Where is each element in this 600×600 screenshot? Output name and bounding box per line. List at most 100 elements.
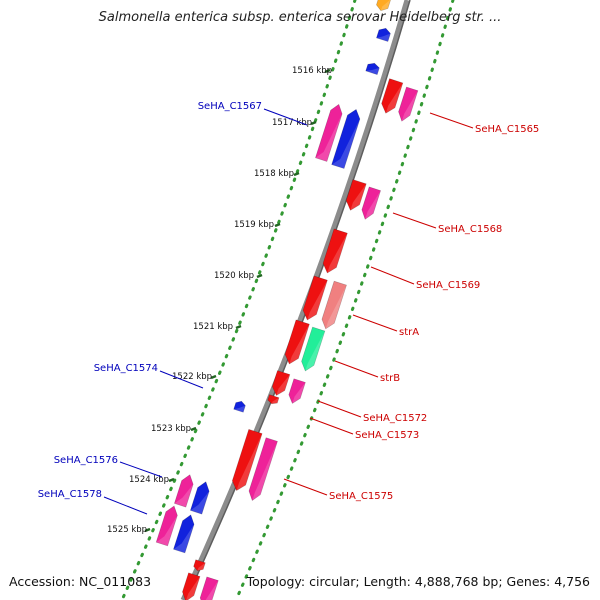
gene-body — [361, 186, 381, 220]
gene-body — [267, 394, 280, 405]
gene-label: SeHA_C1574 — [94, 363, 158, 374]
gene-highlight — [327, 233, 348, 273]
gene-partial-red — [182, 572, 201, 600]
label-leader — [429, 112, 474, 129]
gene-label: SeHA_C1567 — [198, 101, 262, 112]
tick-label: 1525 kbp — [107, 525, 147, 535]
tick-mark — [190, 426, 197, 432]
gene-body — [272, 370, 291, 396]
tick-mark — [168, 477, 175, 483]
gene-highlight — [305, 331, 325, 371]
gene-highlight — [197, 562, 206, 571]
gene-label: SeHA_C1575 — [329, 491, 393, 502]
gene-body — [284, 319, 310, 365]
gene-highlight — [385, 82, 403, 114]
gene-body — [288, 378, 306, 404]
label-leader — [103, 496, 148, 515]
gene-highlight — [174, 484, 194, 508]
tick-label: 1520 kbp — [214, 271, 254, 281]
gene-body — [232, 428, 263, 491]
tick-label: 1517 kbp — [272, 118, 312, 128]
gene-SeHA_C1565 — [398, 86, 419, 122]
gene-label: SeHA_C1569 — [416, 280, 480, 291]
gene-strA — [321, 280, 347, 330]
tick-mark — [210, 374, 217, 380]
tick-label: 1522 kbp — [172, 372, 212, 382]
gene-SeHA_C1572 — [272, 370, 291, 396]
gene-highlight — [186, 576, 200, 600]
gene-SeHA_C1574 — [233, 400, 246, 413]
gene-highlight — [252, 441, 278, 501]
gene-body — [155, 505, 178, 547]
gene-SeHA_C1568-a — [345, 179, 367, 211]
gene-SeHA_C1575-a — [232, 428, 263, 491]
gene-label: SeHA_C1568 — [438, 224, 502, 235]
gene-SeHA_C1576 — [174, 474, 194, 508]
gene-highlight — [233, 405, 246, 413]
gene-body — [322, 228, 348, 274]
gene-1570 — [302, 275, 328, 321]
gene-partial-pink — [199, 576, 219, 600]
gene-SeHA_C1573 — [288, 378, 306, 404]
gene-highlight — [292, 382, 306, 404]
gene-body — [190, 481, 210, 515]
gene-small-red — [267, 394, 280, 405]
gene-labels: SeHA_C1565 SeHA_C1568 SeHA_C1569 strA strB Se… — [38, 101, 540, 502]
tick-label: 1523 kbp — [151, 424, 191, 434]
tick-mark — [310, 120, 317, 126]
gene-strB — [301, 326, 326, 372]
gene-label: strA — [399, 327, 419, 338]
gene-highlight — [315, 113, 343, 162]
gene-label: SeHA_C1572 — [363, 413, 427, 424]
gene-body — [301, 326, 326, 372]
gene-body — [398, 86, 419, 122]
gene-highlight — [271, 397, 279, 404]
gene-1571 — [284, 319, 310, 365]
topology-text: Topology: circular; Length: 4,888,768 bp… — [246, 574, 590, 589]
gene-body — [321, 280, 347, 330]
backbone-line — [180, 0, 410, 600]
gene-1577 — [190, 481, 210, 515]
backbone-shadow — [185, 0, 411, 600]
label-leader — [370, 266, 415, 285]
label-leader — [352, 314, 398, 332]
gene-highlight — [325, 285, 347, 329]
gene-highlight — [365, 190, 381, 220]
gene-SeHA_C1575 — [248, 437, 278, 501]
gene-SeHA_C1567 — [315, 103, 343, 162]
gene-small-red-bottom — [193, 559, 206, 572]
gene-highlight — [331, 119, 360, 169]
label-leader — [283, 478, 328, 496]
gene-highlight — [376, 33, 391, 42]
gene-highlight — [401, 90, 418, 122]
gene-body — [376, 0, 391, 12]
gene-highlight — [350, 183, 367, 211]
label-leader-lines — [103, 108, 474, 515]
tick-mark — [293, 171, 300, 177]
gene-partial-orange — [376, 0, 391, 12]
gene-partial-blue — [376, 27, 391, 42]
gene-highlight — [276, 374, 290, 396]
gene-body — [365, 62, 380, 75]
tick-label: 1518 kbp — [254, 169, 294, 179]
label-leader — [119, 461, 163, 478]
accession-text: Accession: NC_011083 — [9, 574, 151, 589]
gene-body — [331, 108, 361, 169]
gene-label: SeHA_C1576 — [54, 455, 118, 466]
tick-mark — [324, 68, 331, 74]
gene-label: strB — [380, 373, 400, 384]
gene-body — [174, 474, 194, 508]
gene-highlight — [236, 433, 263, 491]
gene-body — [345, 179, 367, 211]
gene-1579 — [173, 514, 195, 554]
gene-body — [193, 559, 206, 572]
gene-body — [182, 572, 201, 600]
tick-mark — [256, 273, 263, 279]
dotted-track-lines — [120, 0, 455, 600]
gene-highlight — [173, 524, 195, 553]
tick-mark — [274, 222, 281, 228]
tick-label: 1524 kbp — [129, 475, 169, 485]
label-leader — [263, 108, 308, 126]
